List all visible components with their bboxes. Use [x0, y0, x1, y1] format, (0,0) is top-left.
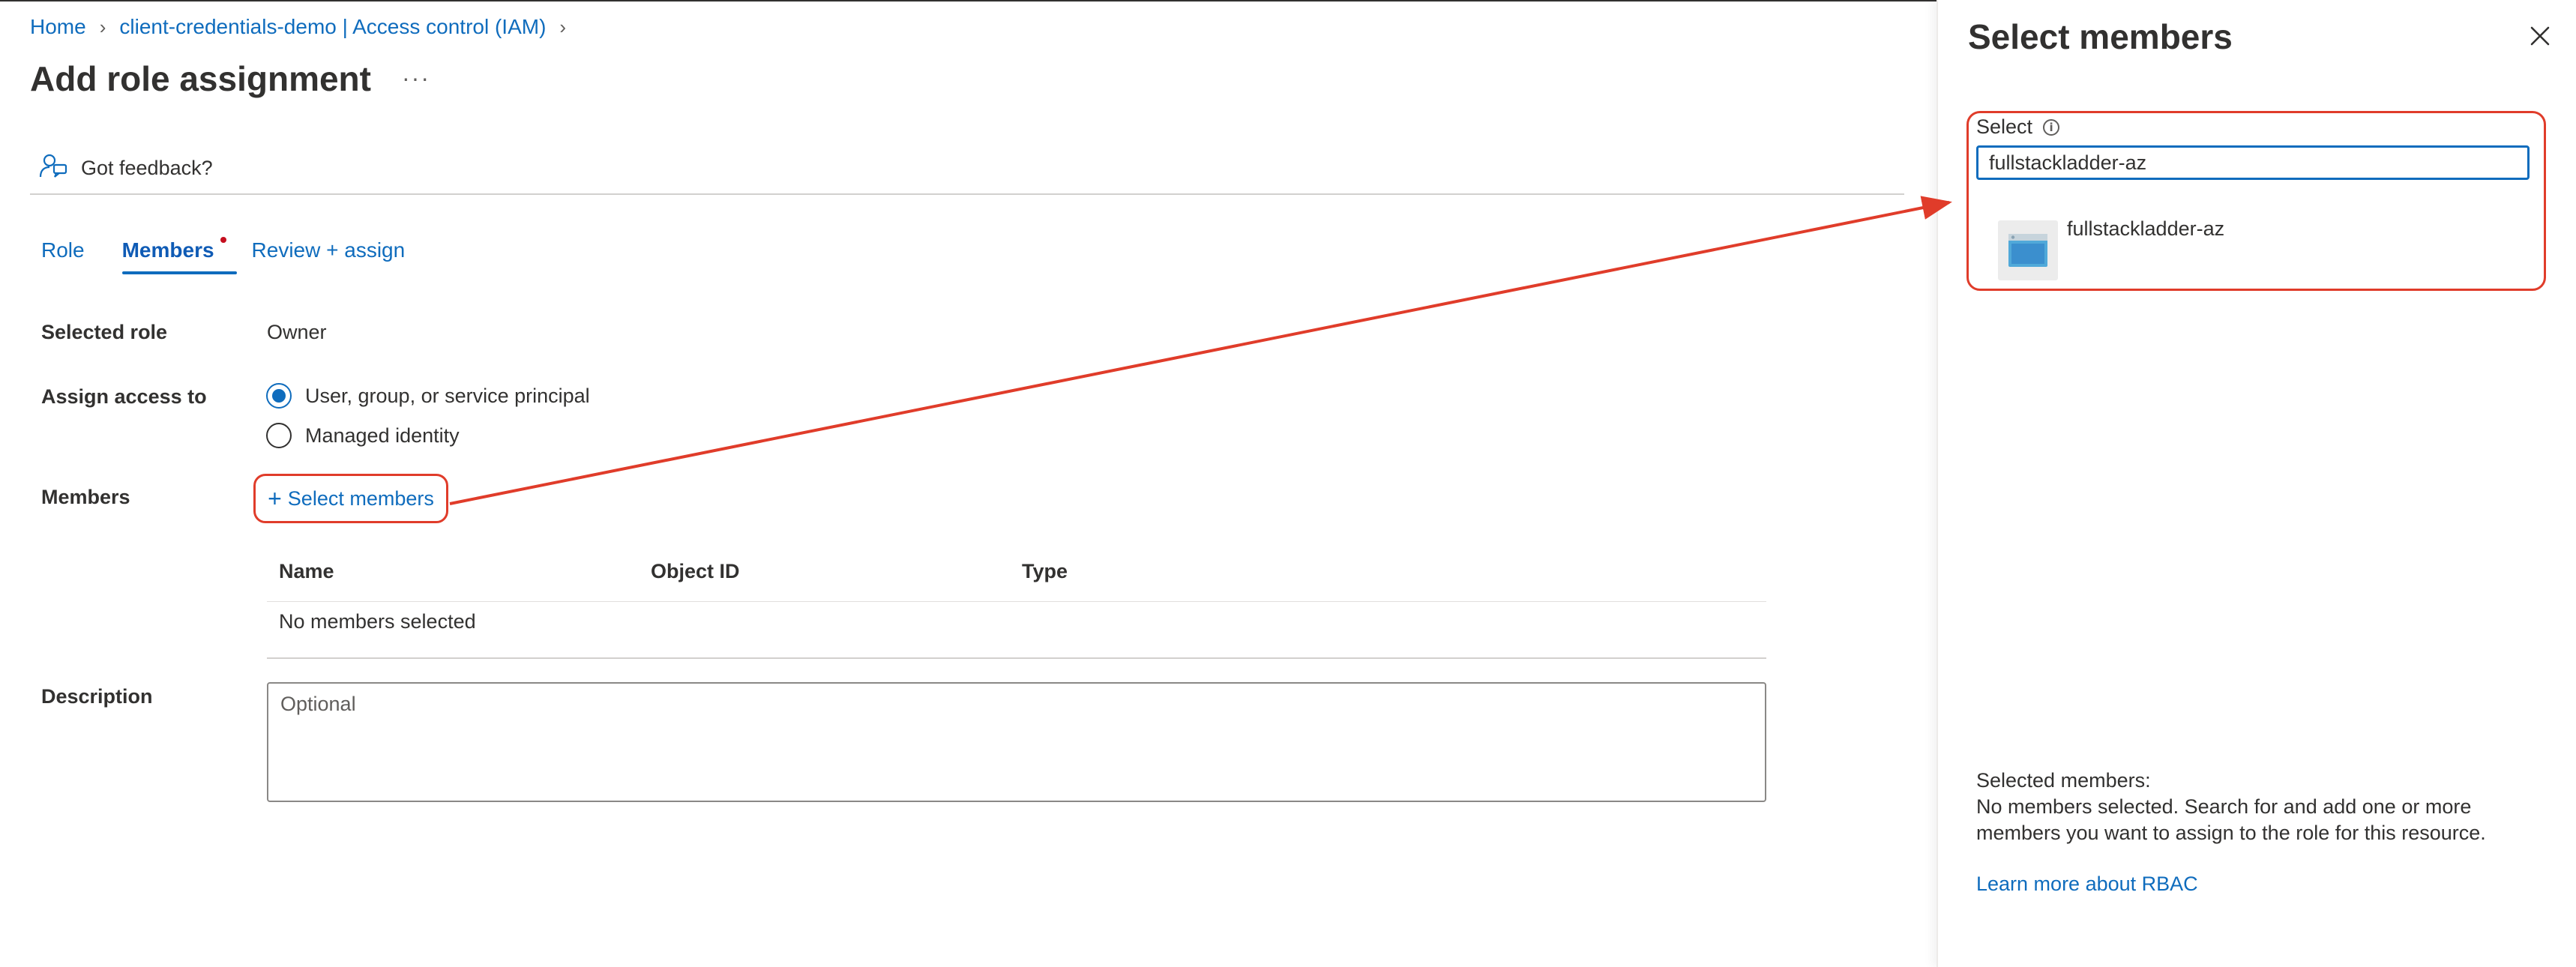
feedback-icon	[39, 151, 67, 185]
select-members-button[interactable]: + Select members	[253, 474, 448, 523]
radio-button-unchecked[interactable]	[266, 423, 292, 448]
column-header-type[interactable]: Type	[1022, 560, 1068, 582]
table-divider	[267, 601, 1766, 602]
annotation-highlight	[1966, 111, 2546, 291]
tab-members-label: Members	[121, 238, 214, 262]
page-title: Add role assignment	[30, 59, 371, 98]
table-empty-message: No members selected	[279, 610, 476, 633]
feedback-button[interactable]: Got feedback?	[39, 151, 213, 185]
chevron-right-icon: ›	[99, 15, 106, 38]
top-border	[0, 0, 2576, 1]
selected-members-text: No members selected. Search for and add …	[1976, 795, 2486, 844]
tab-role[interactable]: Role	[41, 238, 85, 262]
radio-user-group-sp[interactable]: User, group, or service principal	[266, 383, 590, 409]
breadcrumb-resource-link[interactable]: client-credentials-demo | Access control…	[119, 15, 547, 38]
tab-bar: Role Members Review + assign	[41, 237, 406, 274]
member-search-input[interactable]	[1976, 145, 2530, 180]
tab-review-assign[interactable]: Review + assign	[251, 238, 406, 262]
assign-access-label: Assign access to	[41, 385, 207, 408]
radio-label: Managed identity	[305, 424, 460, 447]
radio-button-checked[interactable]	[266, 383, 292, 409]
plus-icon: +	[268, 485, 282, 512]
panel-title: Select members	[1968, 17, 2233, 56]
info-icon[interactable]: i	[2043, 118, 2060, 136]
selected-members-heading: Selected members:	[1976, 769, 2151, 792]
select-field-label: Select i	[1976, 115, 2060, 139]
members-label: Members	[41, 486, 130, 508]
select-members-label: Select members	[287, 486, 434, 510]
learn-more-rbac-link[interactable]: Learn more about RBAC	[1976, 873, 2198, 895]
selected-role-label: Selected role	[41, 321, 168, 343]
required-indicator	[220, 237, 226, 243]
selected-role-value: Owner	[267, 321, 327, 343]
breadcrumb-home-link[interactable]: Home	[30, 15, 86, 38]
search-result-item[interactable]: fullstackladder-az	[1998, 217, 2225, 280]
radio-label: User, group, or service principal	[305, 384, 590, 407]
app-registration-icon	[1998, 220, 2058, 280]
chevron-right-icon: ›	[559, 15, 567, 38]
column-header-name[interactable]: Name	[279, 560, 334, 582]
description-label: Description	[41, 685, 153, 708]
divider	[30, 193, 1904, 195]
close-icon[interactable]	[2525, 21, 2555, 51]
table-divider	[267, 657, 1766, 659]
radio-managed-identity[interactable]: Managed identity	[266, 423, 460, 448]
column-header-object-id[interactable]: Object ID	[651, 560, 740, 582]
selected-members-info: Selected members: No members selected. S…	[1976, 768, 2516, 846]
more-options-button[interactable]: ···	[402, 64, 430, 91]
description-textarea[interactable]: Optional	[267, 682, 1766, 802]
feedback-label: Got feedback?	[81, 157, 213, 179]
search-result-name: fullstackladder-az	[2067, 217, 2225, 240]
select-label-text: Select	[1976, 115, 2033, 138]
breadcrumb: Home › client-credentials-demo | Access …	[30, 15, 566, 39]
tab-members[interactable]: Members	[121, 237, 237, 274]
